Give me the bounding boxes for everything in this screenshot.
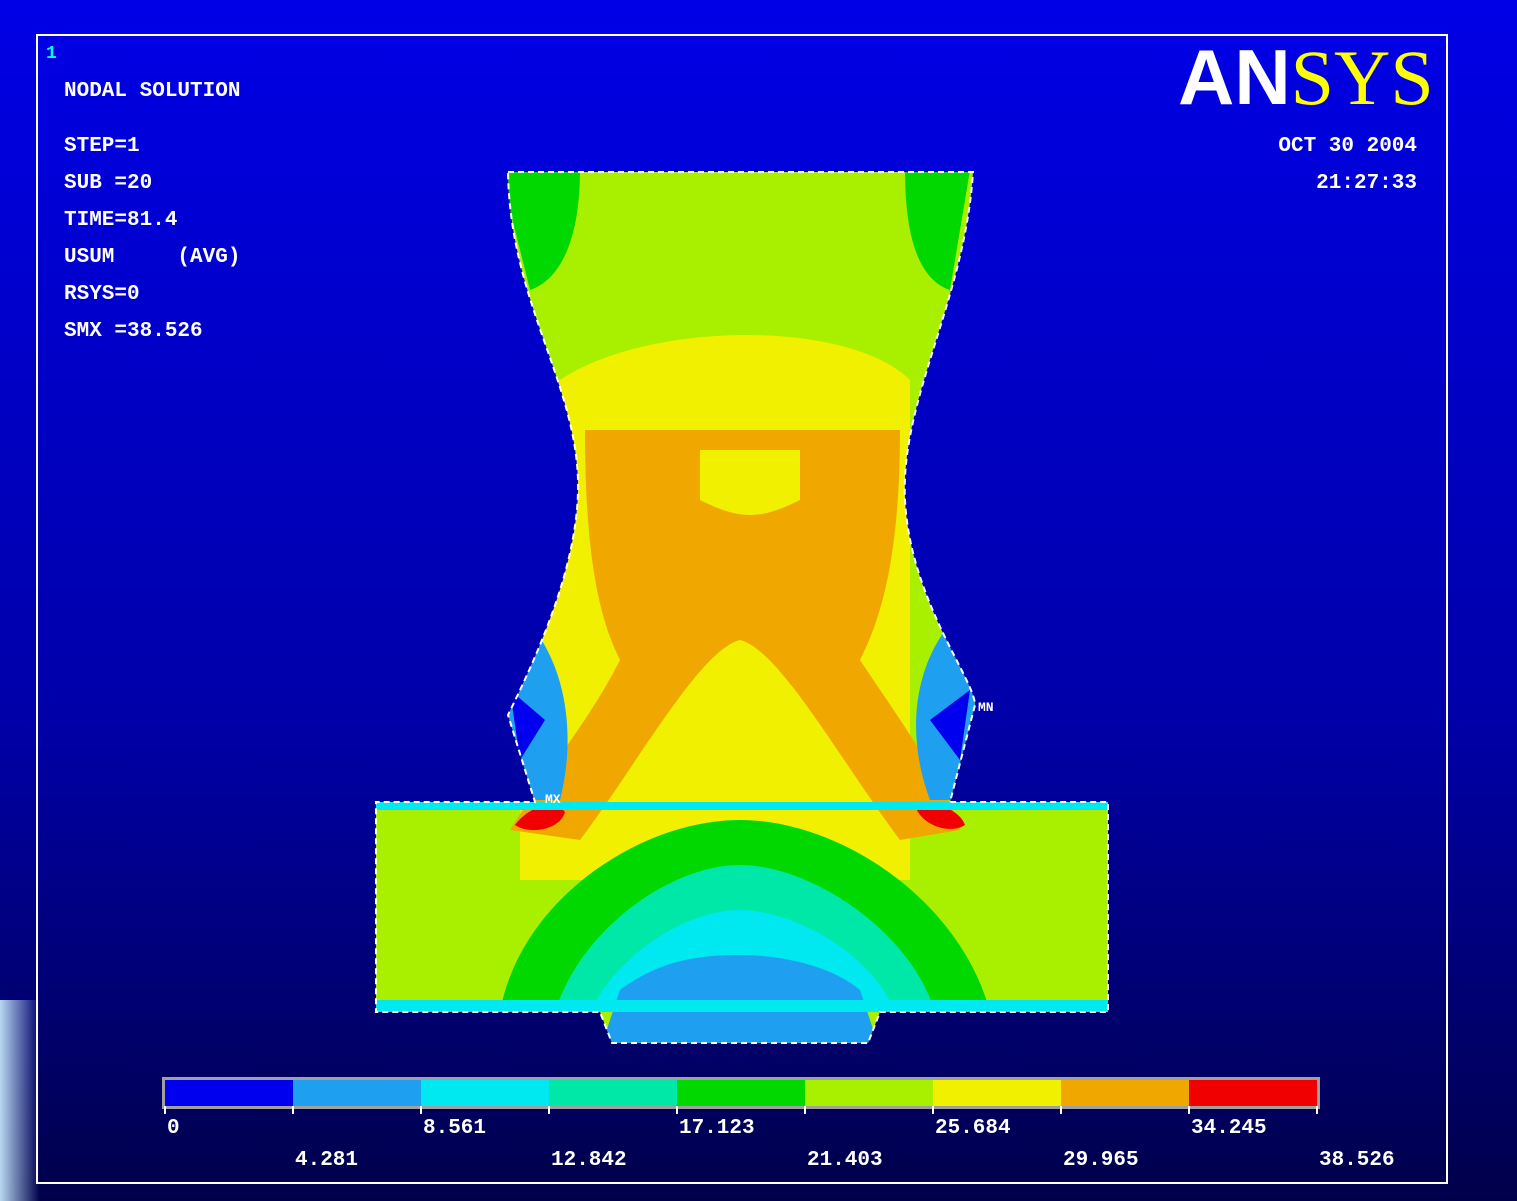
info-line: TIME=81.4 bbox=[64, 209, 177, 232]
legend-swatch bbox=[805, 1080, 933, 1106]
logo: ANSYS bbox=[1178, 33, 1434, 121]
info-line: RSYS=0 bbox=[64, 283, 140, 306]
date: OCT 30 2004 bbox=[1278, 135, 1417, 158]
legend-label: 8.561 bbox=[423, 1117, 486, 1140]
legend-swatch bbox=[293, 1080, 421, 1106]
legend-label: 29.965 bbox=[1063, 1149, 1139, 1172]
plot-info: STEP=1 SUB =20 TIME=81.4 USUM (AVG) RSYS=0 SM… bbox=[64, 135, 240, 343]
legend-swatch bbox=[1189, 1080, 1317, 1106]
legend-swatch bbox=[677, 1080, 805, 1106]
legend-swatch bbox=[549, 1080, 677, 1106]
time: 21:27:33 bbox=[1316, 172, 1417, 195]
info-line: SUB =20 bbox=[64, 172, 152, 195]
legend-label: 21.403 bbox=[807, 1149, 883, 1172]
logo-an: AN bbox=[1178, 33, 1291, 121]
legend-swatch bbox=[421, 1080, 549, 1106]
legend-swatch bbox=[165, 1080, 293, 1106]
legend-label: 12.842 bbox=[551, 1149, 627, 1172]
legend-label: 25.684 bbox=[935, 1117, 1011, 1140]
contour-edge bbox=[376, 802, 1108, 810]
legend-label: 34.245 bbox=[1191, 1117, 1267, 1140]
background-edge bbox=[0, 1000, 40, 1201]
contour-band bbox=[510, 430, 960, 840]
contour-band bbox=[500, 172, 970, 290]
plot-title: NODAL SOLUTION bbox=[64, 80, 240, 103]
legend-label: 17.123 bbox=[679, 1117, 755, 1140]
legend-swatch bbox=[933, 1080, 1061, 1106]
frame bbox=[36, 34, 1448, 1184]
legend-label: 38.526 bbox=[1319, 1149, 1395, 1172]
info-line: SMX =38.526 bbox=[64, 320, 203, 343]
contour-edge bbox=[376, 1000, 1108, 1012]
info-line: STEP=1 bbox=[64, 135, 140, 158]
legend-label: 0 bbox=[167, 1117, 180, 1140]
contour-band bbox=[500, 600, 980, 800]
legend-label: 4.281 bbox=[295, 1149, 358, 1172]
legend-swatch bbox=[1061, 1080, 1189, 1106]
logo-sys: SYS bbox=[1291, 34, 1434, 121]
max-marker: MX bbox=[545, 792, 561, 807]
window-number: 1 bbox=[46, 44, 57, 64]
legend: 0 4.281 8.561 12.842 17.123 21.403 25.684 29.96… bbox=[162, 1077, 1395, 1172]
info-line: USUM (AVG) bbox=[64, 246, 240, 269]
min-marker: MN bbox=[978, 700, 994, 715]
